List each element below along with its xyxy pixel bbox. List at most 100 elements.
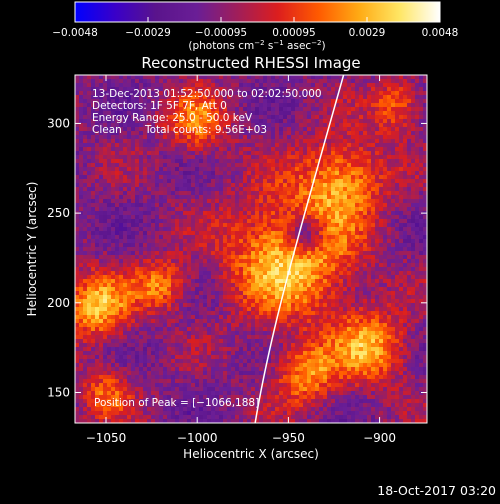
heatmap-cell [271,171,275,175]
heatmap-cell [331,207,335,211]
heatmap-cell [419,103,423,107]
heatmap-cell [415,251,419,255]
heatmap-cell [347,203,351,207]
heatmap-cell [355,215,359,219]
heatmap-cell [339,159,343,163]
heatmap-cell [311,231,315,235]
heatmap-cell [175,259,179,263]
heatmap-cell [359,143,363,147]
heatmap-cell [171,295,175,299]
heatmap-cell [371,123,375,127]
heatmap-cell [203,187,207,191]
heatmap-cell [299,243,303,247]
heatmap-cell [275,155,279,159]
heatmap-cell [411,75,415,79]
heatmap-cell [259,275,263,279]
heatmap-cell [147,251,151,255]
heatmap-cell [387,263,391,267]
heatmap-cell [303,199,307,203]
heatmap-cell [403,123,407,127]
heatmap-cell [371,175,375,179]
heatmap-cell [119,263,123,267]
heatmap-cell [87,87,91,91]
heatmap-cell [335,167,339,171]
heatmap-cell [363,235,367,239]
heatmap-cell [391,207,395,211]
heatmap-cell [227,183,231,187]
heatmap-cell [75,127,79,131]
heatmap-cell [403,183,407,187]
heatmap-cell [415,123,419,127]
heatmap-cell [131,279,135,283]
heatmap-cell [183,263,187,267]
heatmap-cell [327,199,331,203]
heatmap-cell [263,299,267,303]
heatmap-cell [391,219,395,223]
heatmap-cell [215,295,219,299]
heatmap-cell [243,283,247,287]
heatmap-cell [259,283,263,287]
heatmap-cell [167,279,171,283]
heatmap-cell [231,183,235,187]
heatmap-cell [387,191,391,195]
heatmap-cell [203,223,207,227]
heatmap-cell [251,167,255,171]
heatmap-cell [151,267,155,271]
heatmap-cell [279,139,283,143]
heatmap-cell [99,291,103,295]
heatmap-cell [315,267,319,271]
heatmap-cell [275,115,279,119]
heatmap-cell [223,235,227,239]
heatmap-cell [267,259,271,263]
heatmap-cell [279,275,283,279]
heatmap-cell [335,223,339,227]
heatmap-cell [87,231,91,235]
heatmap-cell [167,163,171,167]
heatmap-cell [163,251,167,255]
heatmap-cell [235,211,239,215]
heatmap-cell [155,167,159,171]
heatmap-cell [195,151,199,155]
heatmap-cell [287,139,291,143]
heatmap-cell [191,159,195,163]
heatmap-cell [395,159,399,163]
heatmap-cell [139,283,143,287]
heatmap-cell [295,211,299,215]
heatmap-cell [119,179,123,183]
heatmap-cell [307,111,311,115]
heatmap-cell [355,287,359,291]
heatmap-cell [195,187,199,191]
heatmap-cell [95,223,99,227]
heatmap-cell [379,95,383,99]
heatmap-cell [295,195,299,199]
heatmap-cell [279,219,283,223]
heatmap-cell [175,203,179,207]
heatmap-cell [275,251,279,255]
heatmap-cell [411,199,415,203]
heatmap-cell [267,239,271,243]
heatmap-cell [287,147,291,151]
heatmap-cell [215,171,219,175]
heatmap-cell [271,255,275,259]
heatmap-cell [159,211,163,215]
heatmap-cell [123,155,127,159]
heatmap-cell [179,163,183,167]
heatmap-cell [359,87,363,91]
heatmap-cell [391,187,395,191]
heatmap-cell [115,271,119,275]
heatmap-cell [355,131,359,135]
heatmap-cell [403,163,407,167]
heatmap-cell [143,83,147,87]
heatmap-cell [267,187,271,191]
heatmap-cell [87,191,91,195]
heatmap-cell [395,235,399,239]
heatmap-cell [299,107,303,111]
heatmap-cell [367,187,371,191]
heatmap-cell [279,243,283,247]
heatmap-cell [191,235,195,239]
heatmap-cell [111,187,115,191]
heatmap-cell [231,199,235,203]
heatmap-cell [359,283,363,287]
heatmap-cell [187,283,191,287]
heatmap-cell [83,191,87,195]
